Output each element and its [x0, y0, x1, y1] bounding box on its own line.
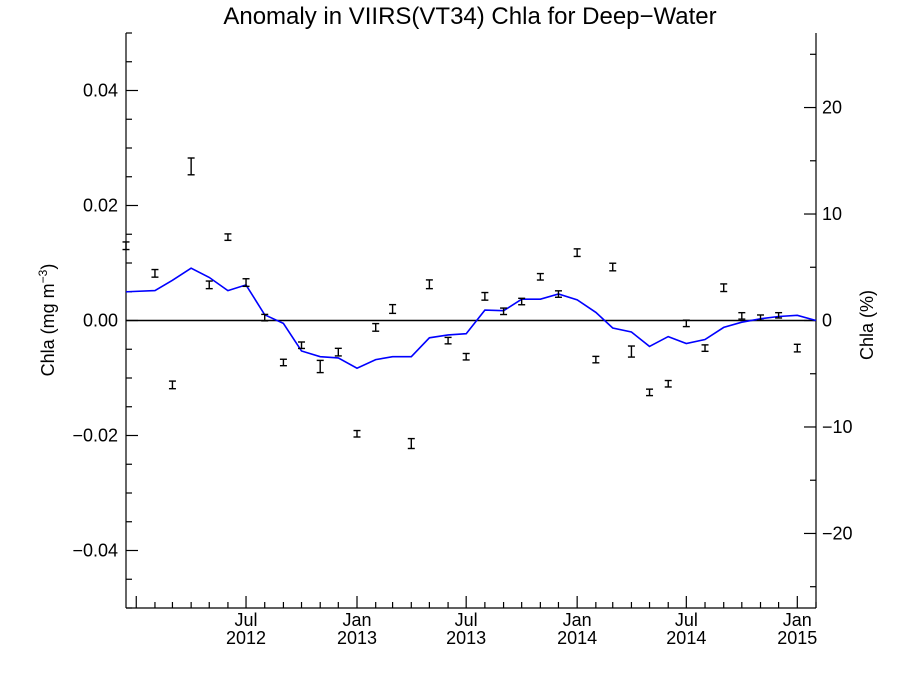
y2-tick-label: 20: [822, 98, 842, 118]
x-tick-label: Jan: [783, 610, 812, 630]
chart-title: Anomaly in VIIRS(VT34) Chla for Deep−Wat…: [223, 3, 716, 30]
data-point-errorbar: [444, 336, 452, 345]
data-point-errorbar: [151, 268, 159, 278]
x-tick-label: Jul: [675, 610, 698, 630]
data-point-errorbar: [664, 379, 672, 388]
y-tick-label: −0.04: [72, 541, 118, 561]
x-tick-year-label: 2014: [557, 628, 597, 648]
x-tick-year-label: 2013: [337, 628, 377, 648]
x-tick-label: Jan: [342, 610, 371, 630]
data-point-errorbar: [462, 352, 470, 361]
data-point-errorbar: [775, 311, 783, 319]
data-point-errorbar: [205, 280, 213, 290]
x-tick-label: Jan: [563, 610, 592, 630]
y-tick-label: 0.00: [83, 311, 118, 331]
x-tick-year-label: 2014: [666, 628, 706, 648]
y2-tick-label: −10: [822, 417, 853, 437]
plot-area: 0.040.020.00−0.02−0.0420100−10−20Jul2012…: [72, 32, 853, 648]
y2-tick-label: −20: [822, 523, 853, 543]
data-point-errorbar: [627, 345, 635, 358]
data-point-errorbar: [279, 358, 287, 367]
data-point-errorbar: [353, 429, 361, 438]
data-point-errorbar: [168, 380, 176, 390]
data-point-errorbar: [738, 311, 746, 320]
x-tick-year-label: 2015: [777, 628, 817, 648]
x-tick-year-label: 2012: [226, 628, 266, 648]
data-point-errorbar: [389, 303, 397, 315]
data-point-errorbar: [425, 279, 433, 290]
data-point-errorbar: [407, 437, 415, 450]
data-point-errorbar: [573, 248, 581, 258]
data-point-errorbar: [646, 388, 654, 397]
data-point-errorbar: [187, 157, 195, 176]
data-point-errorbar: [298, 341, 306, 350]
y-tick-label: −0.02: [72, 426, 118, 446]
x-tick-label: Jul: [235, 610, 258, 630]
data-point-errorbar: [554, 290, 562, 298]
data-point-errorbar: [701, 344, 709, 353]
y2-tick-label: 10: [822, 204, 842, 224]
x-tick-year-label: 2013: [446, 628, 486, 648]
y-axis-label: Chla (mg m−3): [36, 264, 58, 377]
data-point-errorbar: [316, 359, 324, 374]
data-point-errorbar: [518, 297, 526, 306]
data-point-errorbar: [757, 314, 765, 321]
data-point-errorbar: [793, 343, 801, 353]
data-point-errorbar: [592, 355, 600, 364]
y2-tick-label: 0: [822, 311, 832, 331]
data-point-errorbar: [261, 313, 269, 322]
data-point-errorbar: [500, 307, 508, 316]
smoothed-series-line: [125, 267, 817, 370]
data-point-errorbar: [720, 283, 728, 293]
data-point-errorbar: [334, 347, 342, 357]
y2-axis-label: Chla (%): [857, 290, 877, 360]
x-tick-label: Jul: [455, 610, 478, 630]
data-point-errorbar: [122, 241, 130, 251]
data-point-errorbar: [242, 278, 250, 288]
y-tick-label: 0.02: [83, 196, 118, 216]
data-point-errorbar: [372, 322, 380, 332]
data-point-errorbar: [609, 262, 617, 272]
y-tick-label: 0.04: [83, 81, 118, 101]
data-point-errorbar: [536, 272, 544, 281]
data-point-errorbar: [481, 291, 489, 301]
data-point-errorbar: [224, 233, 232, 242]
data-point-errorbar: [682, 319, 690, 328]
